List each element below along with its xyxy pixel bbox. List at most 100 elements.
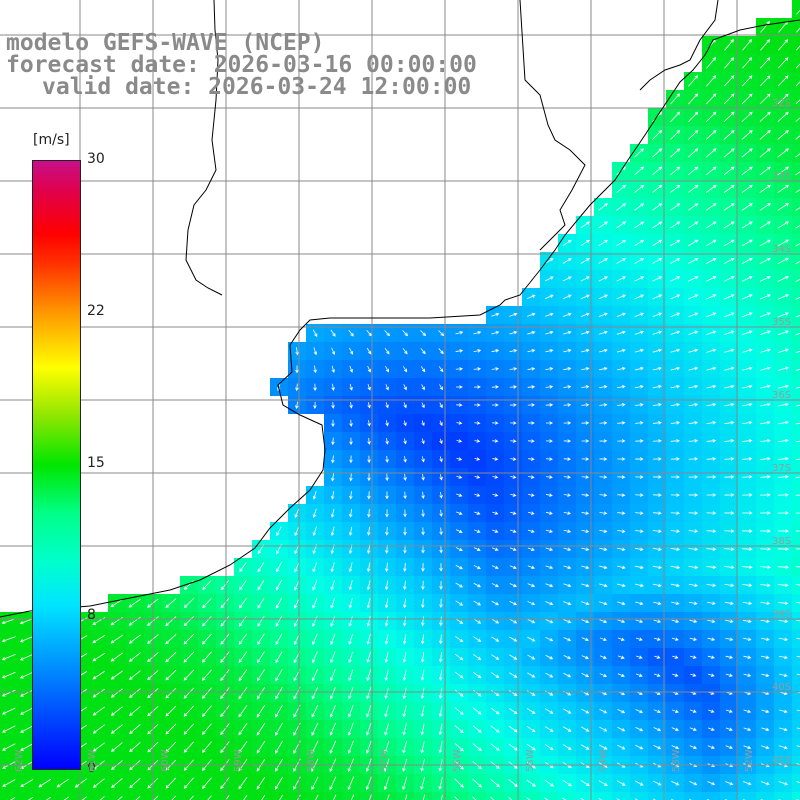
wind-speed-cell bbox=[666, 792, 684, 800]
wind-arrow bbox=[777, 456, 789, 461]
wind-arrow bbox=[653, 493, 662, 497]
wind-arrow bbox=[581, 493, 590, 497]
wind-arrow bbox=[349, 473, 353, 482]
lat-label: 34S bbox=[772, 244, 792, 255]
wind-arrow bbox=[796, 620, 800, 622]
wind-arrow bbox=[741, 184, 753, 193]
wind-arrow bbox=[439, 474, 443, 481]
wind-arrow bbox=[653, 637, 661, 641]
wind-arrow bbox=[599, 673, 608, 678]
wind-arrow bbox=[795, 189, 800, 194]
wind-arrow bbox=[759, 276, 771, 282]
wind-arrow bbox=[456, 457, 463, 461]
wind-arrow bbox=[761, 655, 770, 660]
wind-arrow bbox=[438, 776, 443, 790]
wind-arrow bbox=[439, 580, 443, 590]
wind-arrow bbox=[455, 582, 464, 588]
lon-label: 62W bbox=[14, 749, 25, 772]
wind-arrow bbox=[688, 258, 699, 264]
wind-arrow bbox=[563, 511, 572, 515]
wind-arrow bbox=[508, 725, 518, 733]
lat-label: 41S bbox=[772, 755, 792, 766]
wind-arrow bbox=[544, 276, 554, 282]
wind-arrow bbox=[545, 367, 554, 371]
wind-arrow bbox=[508, 779, 518, 787]
wind-arrow bbox=[128, 634, 141, 644]
wind-arrow bbox=[20, 779, 34, 788]
wind-arrow bbox=[474, 439, 481, 443]
wind-arrow bbox=[705, 93, 717, 105]
lat-label: 40S bbox=[772, 682, 792, 693]
wind-arrow bbox=[311, 687, 319, 700]
wind-arrow bbox=[743, 727, 752, 732]
wind-speed-cell bbox=[486, 792, 504, 800]
wind-speed-cell bbox=[792, 414, 800, 432]
wind-arrow bbox=[634, 330, 644, 335]
wind-arrow bbox=[724, 384, 735, 389]
wind-speed-cell bbox=[612, 792, 630, 800]
wind-speed-cell bbox=[792, 774, 800, 792]
wind-arrow bbox=[581, 511, 590, 515]
wind-arrow bbox=[671, 745, 680, 750]
wind-arrow bbox=[367, 420, 371, 427]
wind-arrow bbox=[759, 239, 771, 247]
wind-arrow bbox=[331, 365, 335, 374]
wind-arrow bbox=[313, 347, 318, 356]
wind-arrow bbox=[439, 527, 443, 536]
wind-arrow bbox=[439, 598, 443, 609]
wind-arrow bbox=[491, 547, 499, 551]
wind-arrow bbox=[220, 777, 230, 790]
wind-speed-cell bbox=[558, 792, 576, 800]
wind-arrow bbox=[581, 673, 590, 678]
wind-speed-cell bbox=[162, 792, 180, 800]
wind-arrow bbox=[741, 239, 753, 247]
wind-arrow bbox=[617, 547, 626, 552]
wind-arrow bbox=[724, 493, 735, 497]
wind-arrow bbox=[581, 457, 590, 461]
wind-arrow bbox=[723, 294, 735, 300]
wind-arrow bbox=[777, 275, 789, 282]
wind-arrow bbox=[563, 655, 572, 660]
wind-arrow bbox=[348, 508, 353, 518]
wind-arrow bbox=[617, 637, 625, 641]
wind-arrow bbox=[616, 330, 626, 335]
wind-arrow bbox=[545, 511, 553, 515]
wind-arrow bbox=[617, 511, 626, 515]
wind-arrow bbox=[795, 584, 800, 586]
wind-arrow bbox=[777, 529, 789, 533]
wind-arrow bbox=[509, 385, 518, 389]
wind-arrow bbox=[796, 9, 800, 15]
wind-arrow bbox=[635, 439, 644, 443]
wind-speed-cell bbox=[684, 792, 702, 800]
wind-arrow bbox=[777, 294, 789, 300]
wind-arrow bbox=[670, 493, 680, 497]
wind-arrow bbox=[384, 580, 389, 591]
wind-arrow bbox=[257, 615, 265, 627]
wind-arrow bbox=[527, 421, 535, 425]
wind-arrow bbox=[527, 348, 536, 353]
wind-arrow bbox=[599, 529, 608, 533]
wind-arrow bbox=[706, 511, 717, 515]
wind-arrow bbox=[311, 651, 318, 664]
wind-arrow bbox=[688, 239, 699, 247]
wind-arrow bbox=[527, 367, 536, 371]
wind-arrow bbox=[707, 637, 716, 641]
wind-arrow bbox=[742, 511, 753, 515]
wind-arrow bbox=[724, 366, 735, 371]
wind-arrow bbox=[201, 669, 212, 681]
wind-arrow bbox=[402, 723, 407, 736]
wind-arrow bbox=[1, 618, 16, 625]
wind-arrow bbox=[795, 45, 800, 51]
lon-label: 61W bbox=[87, 749, 98, 772]
wind-arrow bbox=[545, 529, 553, 533]
wind-arrow bbox=[347, 776, 355, 791]
wind-arrow bbox=[239, 562, 247, 573]
wind-arrow bbox=[294, 526, 300, 537]
wind-arrow bbox=[706, 366, 717, 371]
wind-arrow bbox=[653, 601, 662, 606]
wind-arrow bbox=[742, 601, 753, 606]
wind-arrow bbox=[472, 725, 482, 733]
wind-arrow bbox=[652, 294, 663, 300]
wind-arrow bbox=[795, 494, 800, 496]
wind-arrow bbox=[706, 439, 717, 443]
